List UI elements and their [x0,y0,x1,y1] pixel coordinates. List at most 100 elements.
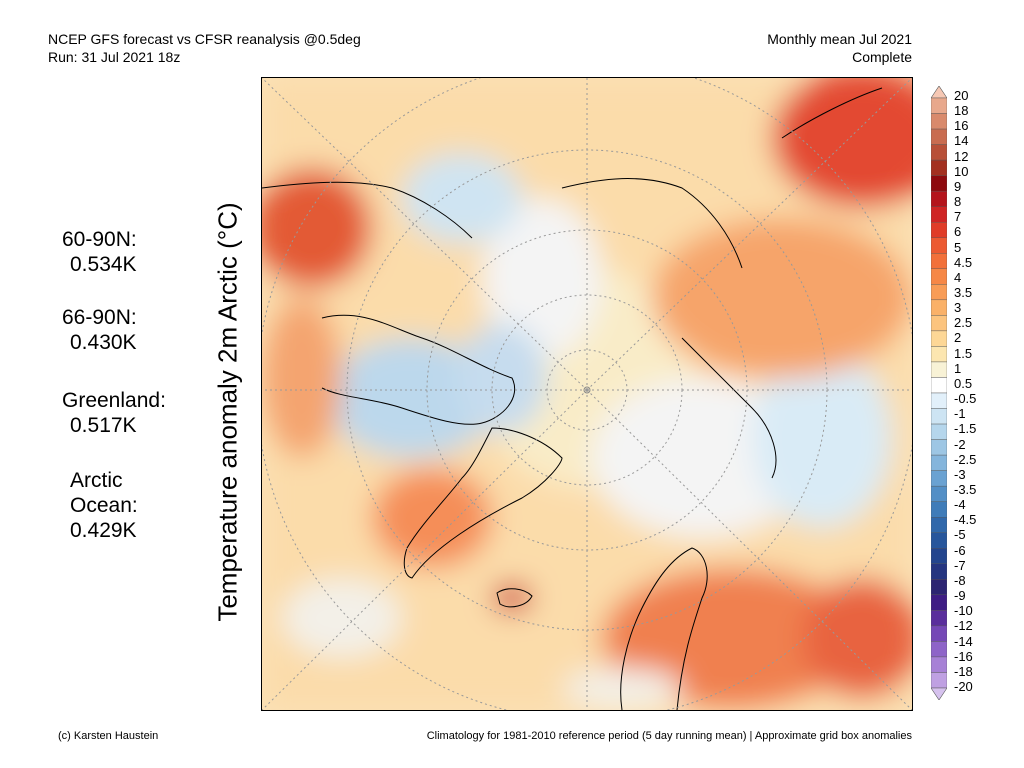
colorbar-tick-label: 9 [954,178,962,194]
colorbar-segment [931,299,947,316]
colorbar-segment [931,97,947,114]
colorbar-segment [931,159,947,176]
colorbar-segment [931,501,947,518]
greenland-outline [403,427,563,579]
colorbar-tick-label: 1 [954,360,962,376]
colorbar-segment [931,392,947,409]
colorbar-tick-label: -6 [954,542,966,558]
colorbar-segment [931,128,947,145]
colorbar-top-arrow [931,86,947,99]
colorbar-segment [931,330,947,347]
colorbar-tick-label: 20 [954,88,969,103]
colorbar-tick-label: 4.5 [954,254,973,270]
colorbar-tick-label: -14 [954,633,973,649]
stat-label-2: Ocean: [70,494,138,517]
colorbar-tick-label: -18 [954,663,973,679]
colorbar-segment [931,144,947,161]
colorbar-tick-label: -9 [954,588,966,604]
colorbar-segment [931,594,947,611]
model-title: NCEP GFS forecast vs CFSR reanalysis @0.… [48,31,361,47]
colorbar-tick-label: -8 [954,572,966,588]
colorbar-tick-label: -1.5 [954,421,977,437]
colorbar-tick-label: 18 [954,103,969,119]
stat-value: 0.429K [70,519,137,542]
colorbar-tick-label: 14 [954,133,969,149]
stat-value: 0.534K [70,253,137,276]
colorbar-tick-label: 7 [954,209,962,225]
stat-label: 60-90N: [62,228,137,251]
colorbar-segment [931,113,947,130]
siberia-coast-outline [561,178,743,269]
colorbar-tick-label: -0.5 [954,391,977,407]
colorbar-tick-label: 16 [954,118,969,134]
north-pole-marker [583,386,591,394]
colorbar-segment [931,439,947,456]
anomaly-map [261,77,913,711]
completeness-status: Complete [852,49,912,65]
colorbar-segment [931,579,947,596]
colorbar-segment [931,548,947,564]
colorbar-tick-label: 4 [954,269,962,285]
russia-coast-outline [681,337,777,479]
colorbar-segment [931,206,947,223]
colorbar-tick-label: -7 [954,557,966,573]
colorbar-tick-label: 12 [954,148,969,164]
colorbar-tick-label: -3 [954,466,966,482]
colorbar-tick-label: -4 [954,497,966,513]
run-date: Run: 31 Jul 2021 18z [48,49,181,65]
colorbar-segment [931,563,947,580]
copyright: (c) Karsten Haustein [58,730,159,742]
colorbar-segment [931,346,947,363]
colorbar-tick-label: 5 [954,239,962,255]
colorbar-tick-label: -2 [954,436,966,452]
colorbar-segment [931,454,947,471]
stat-label: 66-90N: [62,306,137,329]
colorbar-tick-label: 10 [954,163,969,179]
stat-value: 0.430K [70,331,137,354]
stat-arctic-ocean: Arctic Ocean: 0.429K [70,468,138,543]
colorbar-segment [931,361,947,378]
colorbar-segment [931,610,947,627]
alaska-coast-outline [262,181,473,239]
colorbar-tick-label: 0.5 [954,375,973,391]
vertical-axis-label: Temperature anomaly 2m Arctic (°C) [212,202,243,622]
header-right: Monthly mean Jul 2021 Complete [767,30,912,66]
colorbar-segment [931,175,947,192]
scandinavia-outline [620,547,708,710]
colorbar-bottom-arrow [931,687,947,700]
colorbar-tick-label: -2.5 [954,451,977,467]
stat-60-90n: 60-90N: 0.534K [62,227,137,277]
colorbar-tick-label: 6 [954,224,962,240]
header-left: NCEP GFS forecast vs CFSR reanalysis @0.… [48,30,361,66]
colorbar-segment [931,470,947,487]
colorbar-segment [931,190,947,207]
colorbar-tick-label: 3.5 [954,285,973,300]
colorbar-tick-label: 1.5 [954,345,973,361]
colorbar-segment [931,625,947,642]
colorbar-segment [931,315,947,332]
colorbar-tick-label: -16 [954,648,973,664]
period-title: Monthly mean Jul 2021 [767,31,912,47]
colorbar-segment [931,284,947,301]
canada-arctic-outline [321,314,516,425]
colorbar-tick-label: 2.5 [954,315,973,331]
colorbar-tick-label: -3.5 [954,482,977,497]
colorbar-tick-label: -20 [954,679,973,694]
colorbar-segment [931,377,947,394]
iceland-outline [496,588,533,608]
stat-66-90n: 66-90N: 0.430K [62,305,137,355]
colorbar-tick-label: 8 [954,194,962,210]
colorbar-tick-label: 2 [954,330,962,346]
colorbar-segment [931,408,947,425]
stat-greenland: Greenland: 0.517K [62,388,166,438]
colorbar-tick-label: -12 [954,618,973,634]
colorbar-tick-label: -10 [954,603,973,619]
colorbar [931,86,947,700]
colorbar-segment [931,253,947,269]
colorbar-segment [931,672,947,689]
colorbar-tick-label: 3 [954,300,962,316]
colorbar-segment [931,641,947,658]
colorbar-segment [931,237,947,254]
colorbar-segment [931,517,947,533]
colorbar-tick-label: -5 [954,527,966,543]
